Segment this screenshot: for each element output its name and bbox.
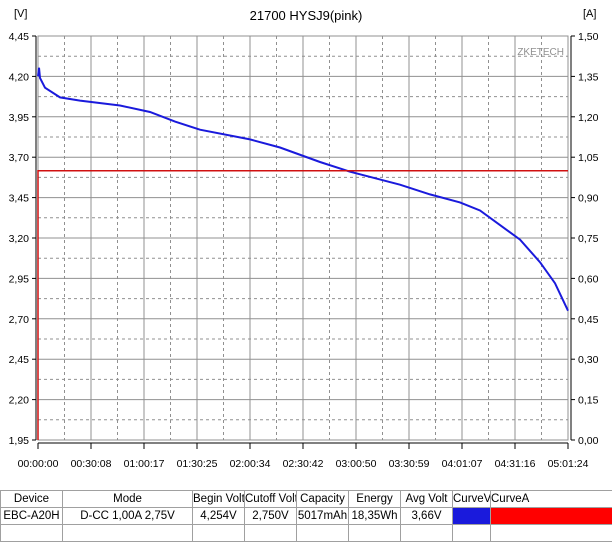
- y-tick-label-right: 0,00: [578, 435, 599, 447]
- results-table: Device Mode Begin Volt Cutoff Volt Capac…: [0, 490, 612, 542]
- header-device[interactable]: Device: [1, 491, 63, 508]
- y-tick-label-right: 1,35: [578, 71, 599, 83]
- header-curve-v[interactable]: CurveV: [453, 491, 491, 508]
- x-tick-label: 04:01:07: [442, 458, 483, 470]
- y-tick-label-right: 0,30: [578, 354, 599, 366]
- y-tick-label-left: 2,45: [9, 354, 30, 366]
- header-mode[interactable]: Mode: [63, 491, 193, 508]
- x-tick-label: 01:30:25: [177, 458, 218, 470]
- chart-title: 21700 HYSJ9(pink): [0, 8, 612, 23]
- cell-begin-volt: 4,254V: [193, 508, 245, 525]
- watermark-zketech: ZKETECH: [517, 47, 564, 58]
- cell-energy: 18,35Wh: [349, 508, 401, 525]
- x-tick-label: 02:30:42: [283, 458, 324, 470]
- y-tick-label-right: 0,45: [578, 314, 599, 326]
- header-capacity[interactable]: Capacity: [297, 491, 349, 508]
- y-tick-label-left: 4,20: [9, 71, 30, 83]
- x-tick-label: 05:01:24: [548, 458, 589, 470]
- header-cutoff-volt[interactable]: Cutoff Volt: [245, 491, 297, 508]
- x-tick-label: 01:00:17: [124, 458, 165, 470]
- discharge-chart: 00:00:00 00:30:08 01:00:17 01:30:25 02:00:34…: [0, 0, 612, 485]
- y-tick-label-left: 2,95: [9, 273, 30, 285]
- cell-capacity: 5017mAh: [297, 508, 349, 525]
- header-begin-volt[interactable]: Begin Volt: [193, 491, 245, 508]
- table-header-row: Device Mode Begin Volt Cutoff Volt Capac…: [1, 491, 612, 508]
- y-tick-label-right: 0,75: [578, 233, 599, 245]
- table-row-empty: [1, 525, 612, 542]
- y-tick-label-left: 2,20: [9, 395, 30, 407]
- y-tick-label-left: 3,70: [9, 152, 30, 164]
- cell-mode: D-CC 1,00A 2,75V: [63, 508, 193, 525]
- x-tick-label: 03:30:59: [389, 458, 430, 470]
- y-tick-label-right: 0,15: [578, 395, 599, 407]
- cell-avg-volt: 3,66V: [401, 508, 453, 525]
- y-tick-label-left: 2,70: [9, 314, 30, 326]
- table-row[interactable]: EBC-A20H D-CC 1,00A 2,75V 4,254V 2,750V …: [1, 508, 612, 525]
- y-tick-label-left: 3,95: [9, 112, 30, 124]
- cell-curve-v-color[interactable]: [453, 508, 491, 525]
- x-tick-label: 03:00:50: [336, 458, 377, 470]
- right-axis-unit: [A]: [583, 8, 596, 20]
- header-energy[interactable]: Energy: [349, 491, 401, 508]
- y-tick-label-left: 4,45: [9, 31, 30, 43]
- cell-curve-a-color[interactable]: [491, 508, 612, 525]
- y-tick-label-right: 1,50: [578, 31, 599, 43]
- x-tick-label: 00:00:00: [18, 458, 59, 470]
- y-tick-label-right: 1,20: [578, 112, 599, 124]
- cell-cutoff-volt: 2,750V: [245, 508, 297, 525]
- header-curve-a[interactable]: CurveA: [491, 491, 612, 508]
- y-tick-label-right: 1,05: [578, 152, 599, 164]
- x-tick-label: 04:31:16: [495, 458, 536, 470]
- cell-device: EBC-A20H: [1, 508, 63, 525]
- y-tick-label-right: 0,60: [578, 273, 599, 285]
- y-tick-label-left: 3,20: [9, 233, 30, 245]
- left-axis-unit: [V]: [14, 8, 27, 20]
- y-tick-label-left: 1,95: [9, 435, 30, 447]
- x-tick-label: 00:30:08: [71, 458, 112, 470]
- header-avg-volt[interactable]: Avg Volt: [401, 491, 453, 508]
- y-tick-label-right: 0,90: [578, 193, 599, 205]
- x-tick-label: 02:00:34: [230, 458, 271, 470]
- y-tick-label-left: 3,45: [9, 193, 30, 205]
